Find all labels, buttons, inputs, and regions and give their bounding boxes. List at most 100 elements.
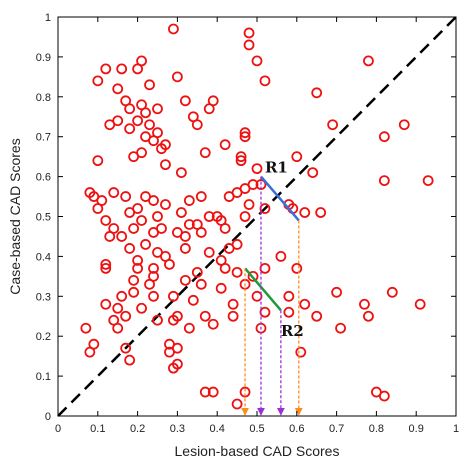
- data-point: [199, 310, 211, 322]
- data-point: [251, 55, 263, 67]
- data-point: [140, 107, 151, 119]
- data-point: [331, 286, 343, 298]
- data-point: [335, 322, 346, 334]
- x-tick-label: 0.1: [90, 423, 105, 435]
- x-axis-title: Lesion-based CAD Scores: [175, 443, 340, 459]
- x-tick-label: 0.4: [210, 423, 225, 435]
- data-point: [112, 302, 124, 314]
- data-point: [136, 215, 147, 226]
- arrows-layer: [241, 176, 303, 416]
- data-point: [187, 294, 199, 306]
- data-point: [132, 115, 144, 127]
- data-point: [144, 79, 155, 91]
- data-point: [227, 310, 239, 322]
- data-point: [195, 227, 207, 238]
- data-point: [179, 231, 191, 242]
- data-point: [168, 23, 179, 35]
- data-point: [378, 175, 390, 186]
- y-tick-label: 0.3: [36, 291, 51, 303]
- data-point: [199, 386, 211, 398]
- data-point: [136, 302, 147, 314]
- data-point: [124, 354, 136, 366]
- data-point: [291, 262, 303, 274]
- x-tick-label: 0: [55, 423, 61, 435]
- data-point: [144, 119, 155, 131]
- data-point: [243, 39, 255, 51]
- data-point: [171, 71, 183, 83]
- data-point: [164, 258, 175, 270]
- data-point: [80, 322, 92, 334]
- data-point: [239, 211, 251, 222]
- data-point: [363, 55, 374, 67]
- data-point: [144, 278, 155, 290]
- data-point: [207, 95, 219, 107]
- data-point: [171, 342, 183, 354]
- data-point: [207, 318, 219, 330]
- data-point: [183, 219, 195, 230]
- data-point: [136, 55, 147, 67]
- data-point: [100, 262, 112, 274]
- y-tick-label: 1: [45, 12, 51, 24]
- data-point: [100, 215, 112, 226]
- data-point: [148, 262, 159, 274]
- data-point: [219, 262, 231, 274]
- data-point: [116, 63, 128, 75]
- data-point: [283, 290, 295, 302]
- x-tick-label: 0.5: [249, 423, 264, 435]
- data-point: [235, 151, 247, 163]
- y-axis-title: Case-based CAD Scores: [7, 138, 23, 294]
- data-point: [259, 75, 271, 87]
- data-point: [203, 211, 215, 222]
- y-tick-label: 0.9: [36, 52, 51, 64]
- data-point: [295, 346, 307, 358]
- data-point: [160, 159, 171, 171]
- data-point: [191, 119, 203, 131]
- data-point: [239, 131, 251, 143]
- data-point: [311, 87, 323, 99]
- data-point: [299, 298, 311, 310]
- data-point: [422, 175, 434, 186]
- y-tick-label: 0.2: [36, 331, 51, 343]
- data-point: [152, 314, 163, 326]
- data-point: [378, 131, 390, 143]
- y-tick-label: 0: [45, 411, 51, 423]
- annotations-layer: R1 R2: [265, 159, 304, 341]
- data-point: [231, 239, 243, 250]
- y-tick-label: 0.4: [36, 251, 51, 263]
- y-tick-label: 0.6: [36, 172, 51, 184]
- data-point: [291, 151, 303, 163]
- data-point: [116, 231, 128, 242]
- x-tick-label: 0.8: [369, 423, 384, 435]
- data-point: [275, 250, 287, 262]
- data-point: [247, 179, 259, 190]
- data-point: [299, 207, 311, 218]
- data-point: [124, 103, 136, 115]
- segment-r2: [244, 267, 282, 312]
- y-tick-label: 0.1: [36, 371, 51, 383]
- data-point: [168, 290, 179, 302]
- data-point: [259, 262, 271, 274]
- data-point: [148, 135, 159, 147]
- data-point: [148, 290, 159, 302]
- data-point: [104, 119, 116, 131]
- data-point: [283, 306, 295, 318]
- data-point: [100, 258, 112, 270]
- data-point: [195, 191, 207, 202]
- data-point: [116, 290, 128, 302]
- data-point: [183, 195, 195, 206]
- segments-layer: [244, 175, 300, 312]
- data-point: [398, 119, 410, 131]
- data-point: [199, 147, 211, 159]
- data-point: [315, 207, 327, 218]
- data-point: [247, 270, 259, 282]
- data-point: [179, 243, 191, 254]
- data-point: [243, 199, 255, 210]
- data-point: [148, 195, 159, 206]
- data-point: [239, 386, 251, 398]
- x-tick-label: 0.9: [409, 423, 424, 435]
- data-point: [183, 322, 195, 334]
- data-point: [112, 83, 124, 95]
- data-point: [140, 239, 151, 250]
- data-point: [311, 310, 323, 322]
